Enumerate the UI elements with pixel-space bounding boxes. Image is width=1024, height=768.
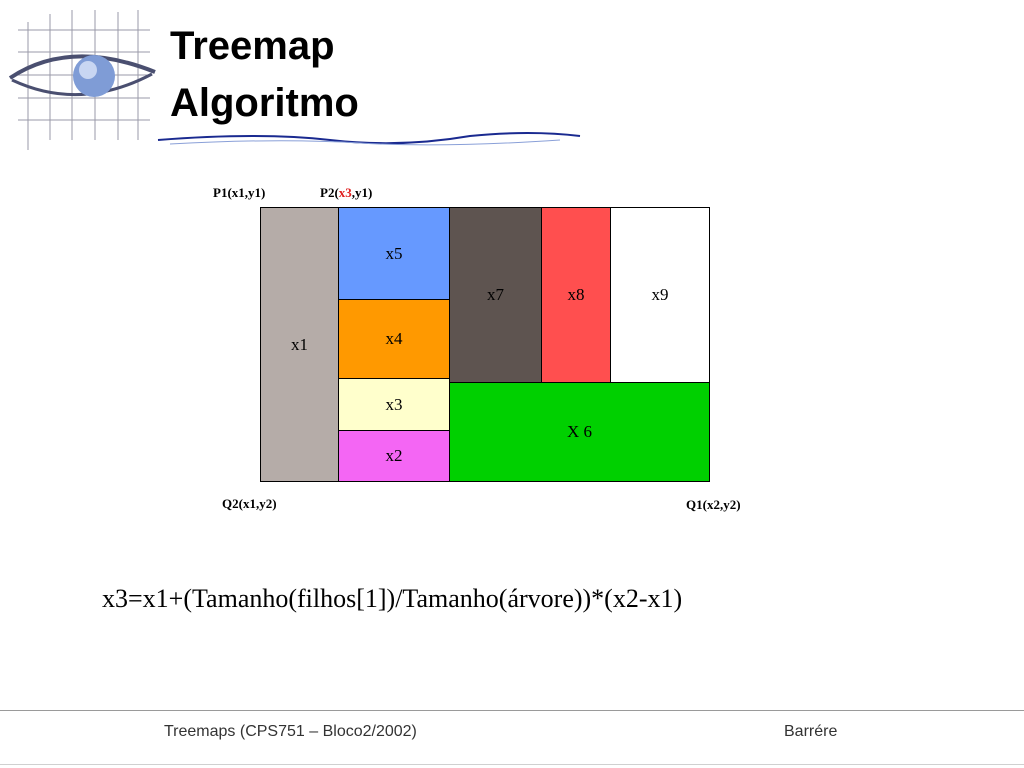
- treemap-cell-x4: x4: [338, 299, 450, 379]
- corner-label-q2: Q2(x1,y2): [222, 496, 277, 511]
- treemap-cell-x7: x7: [449, 207, 542, 383]
- slide-title-line-1: Treemap: [170, 24, 335, 68]
- slide-title-line-2: Algoritmo: [170, 81, 359, 125]
- corner-label-p2-highlight: x3: [338, 185, 352, 200]
- corner-label-p2-suffix: ,y1): [351, 185, 373, 200]
- corner-label-p1: P1(x1,y1): [213, 185, 266, 200]
- treemap-cell-x6: X 6: [449, 382, 710, 482]
- corner-label-p2-prefix: P2(: [320, 185, 339, 200]
- treemap-cell-x2: x2: [338, 430, 450, 482]
- footer-bottom-divider: [0, 764, 1024, 765]
- treemap-cell-x1: x1: [260, 207, 339, 482]
- treemap-cell-x5: x5: [338, 207, 450, 300]
- eye-grid-logo: [8, 10, 581, 150]
- footer-author-label: Barrére: [784, 723, 838, 740]
- treemap-diagram: x1 x5 x4 x3 x2 x7 x8 x9 X 6: [260, 207, 710, 482]
- footer-course-label: Treemaps (CPS751 – Bloco2/2002): [164, 723, 417, 740]
- corner-label-p2: P2(x3,y1): [320, 185, 372, 201]
- footer-divider: [0, 710, 1024, 711]
- treemap-cell-x8: x8: [541, 207, 611, 383]
- treemap-cell-x9: x9: [610, 207, 710, 383]
- formula-text: x3=x1+(Tamanho(filhos[1])/Tamanho(árvore…: [102, 584, 683, 613]
- treemap-cell-x3: x3: [338, 378, 450, 431]
- corner-label-q1: Q1(x2,y2): [686, 497, 741, 512]
